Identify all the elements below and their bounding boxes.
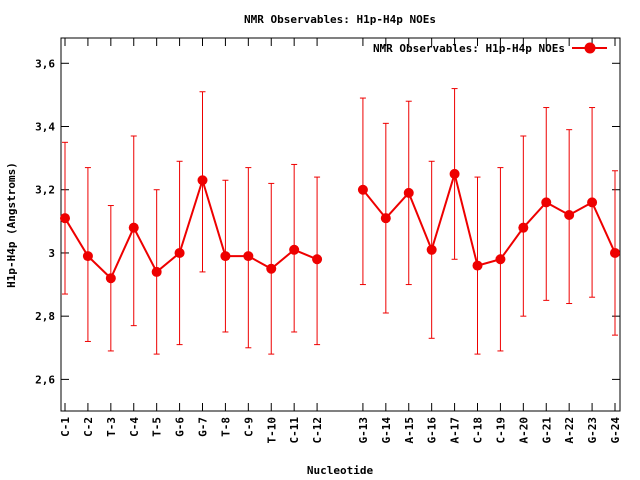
data-point <box>518 222 529 233</box>
x-axis-label: Nucleotide <box>307 464 374 477</box>
legend-marker <box>584 42 596 54</box>
x-tick-label: C-19 <box>494 417 507 444</box>
x-tick-label: C-2 <box>82 417 95 437</box>
x-tick-label: G-24 <box>609 417 622 444</box>
legend: NMR Observables: H1p-H4p NOEs <box>373 42 607 55</box>
x-tick-label: G-6 <box>174 417 187 437</box>
data-point <box>380 213 391 224</box>
x-tick-label: A-17 <box>449 417 462 444</box>
y-tick-label: 3,6 <box>35 57 55 70</box>
data-point <box>403 187 414 198</box>
legend-label: NMR Observables: H1p-H4p NOEs <box>373 42 565 55</box>
tick-layer: 2,6 2,8 3 3,2 3,4 3,6 C-1 C-2 T-3 C-4 T-5 G-6 G-7 T-8… <box>35 38 622 444</box>
data-point <box>243 251 254 262</box>
x-tick-label: G-14 <box>380 417 393 444</box>
x-tick-label: C-4 <box>128 417 141 437</box>
data-point <box>587 197 598 208</box>
x-tick-label: T-5 <box>151 417 164 437</box>
data-point <box>82 251 93 262</box>
data-point <box>151 266 162 277</box>
data-point <box>472 260 483 271</box>
data-point <box>197 175 208 186</box>
x-tick-label: T-10 <box>265 417 278 444</box>
y-tick-label: 2,8 <box>35 310 55 323</box>
data-point <box>449 168 460 179</box>
data-point <box>495 254 506 265</box>
y-tick-label: 3,2 <box>35 184 55 197</box>
x-tick-label: C-1 <box>59 417 72 437</box>
y-tick-label: 2,6 <box>35 373 55 386</box>
data-point <box>60 213 70 224</box>
x-tick-label: A-20 <box>517 417 530 444</box>
x-tick-label: A-15 <box>403 417 416 444</box>
x-tick-label: G-16 <box>426 417 439 444</box>
data-point <box>312 254 323 265</box>
x-tick-label: A-22 <box>563 417 576 444</box>
x-tick-label: C-11 <box>288 417 301 444</box>
y-tick-label: 3 <box>48 247 55 260</box>
data-point <box>220 251 231 262</box>
data-point <box>266 263 277 274</box>
series-line <box>64 176 318 280</box>
data-point <box>357 184 368 195</box>
data-point <box>128 222 139 233</box>
chart-title: NMR Observables: H1p-H4p NOEs <box>244 13 436 26</box>
series-line <box>362 170 616 267</box>
x-tick-label: C-18 <box>472 417 485 444</box>
x-tick-label: T-3 <box>105 417 118 437</box>
data-point <box>426 244 437 255</box>
data-point <box>564 210 575 221</box>
x-tick-label: G-23 <box>586 417 599 444</box>
series-layer <box>60 88 620 355</box>
x-tick-label: C-9 <box>242 417 255 437</box>
data-point <box>610 247 620 258</box>
x-tick-label: T-8 <box>219 417 232 437</box>
y-axis-label: H1p-H4p (Angstroms) <box>5 162 18 288</box>
x-tick-label: G-7 <box>197 417 210 437</box>
x-tick-label: C-12 <box>311 417 324 444</box>
plot-frame <box>60 37 621 412</box>
data-point <box>289 244 300 255</box>
data-point <box>174 247 185 258</box>
data-point <box>541 197 552 208</box>
data-point <box>105 273 116 284</box>
y-tick-label: 3,4 <box>35 121 55 134</box>
x-tick-label: G-21 <box>540 417 553 444</box>
axes <box>60 37 621 412</box>
x-tick-label: G-13 <box>357 417 370 444</box>
